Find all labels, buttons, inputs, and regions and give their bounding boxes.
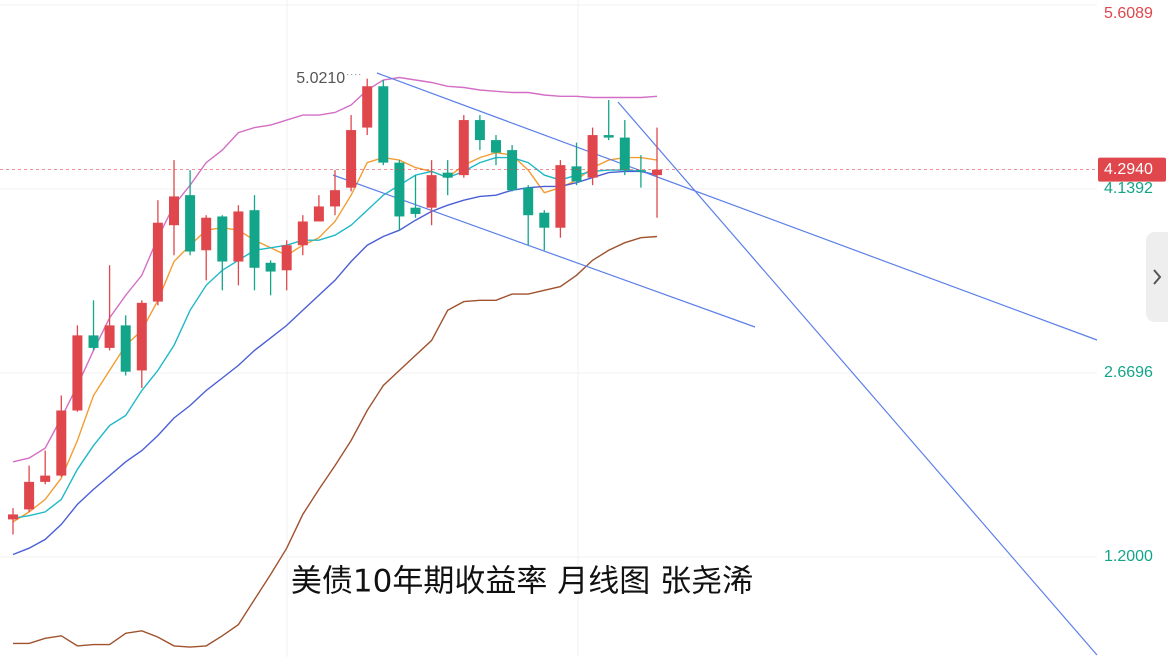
last-price-label: 4.2940 (1104, 161, 1153, 178)
candle-body (539, 212, 550, 228)
candle-body (56, 410, 67, 476)
chart-title: 美债10年期收益率 月线图 张尧浠 (291, 564, 753, 600)
candle-body (88, 335, 99, 348)
candle-body (555, 165, 566, 228)
candle-body (281, 245, 292, 271)
grid (0, 0, 1097, 657)
candle-body (346, 130, 357, 188)
candle-body (362, 86, 373, 128)
candle-body (458, 120, 469, 176)
candle-body (394, 162, 405, 217)
candle-body (72, 335, 83, 411)
candle-body (410, 207, 421, 214)
candle-body (571, 166, 582, 182)
candle-body (474, 120, 485, 141)
candle-body (330, 190, 340, 207)
labels: 5.6089 4.1392 2.6696 1.2000 4.2940 5.0210 (0, 5, 1166, 565)
candle-body (378, 86, 389, 163)
last-price-box (1098, 157, 1166, 182)
candle-body (491, 140, 501, 153)
candle-body (313, 206, 324, 222)
y-tick-label: 5.6089 (1104, 5, 1153, 22)
candle-body (619, 137, 630, 171)
candle-body (587, 135, 598, 178)
candle-body (635, 170, 646, 172)
candle-body (24, 481, 35, 510)
annotation: 5.0210 (296, 70, 345, 87)
candle-body (40, 475, 51, 482)
candle-body (169, 196, 179, 226)
candle-body (507, 150, 518, 191)
candle-body (249, 210, 260, 268)
candle-body (603, 135, 614, 138)
candle-body (233, 211, 244, 262)
indicator-lines (12, 76, 658, 648)
candle-body (297, 221, 308, 246)
candles (8, 78, 662, 535)
y-tick-label: 2.6696 (1104, 364, 1153, 381)
candle-body (201, 217, 212, 251)
trend-line (617, 101, 1098, 656)
indicator-line (12, 170, 658, 556)
candle-body (104, 325, 115, 348)
y-tick-label: 4.1392 (1104, 180, 1153, 197)
candle-body (652, 169, 662, 176)
collapse-icon[interactable] (1153, 269, 1162, 285)
candle-body (120, 325, 131, 372)
candle-body (217, 216, 228, 262)
candle-body (8, 514, 18, 520)
collapse-button[interactable] (1146, 232, 1168, 322)
indicator-line (12, 76, 658, 463)
candle-body (523, 187, 534, 216)
indicator-line (13, 235, 658, 648)
candle-body (265, 262, 276, 272)
collapse-button-bg[interactable] (1146, 232, 1168, 322)
candle-body (442, 172, 453, 178)
y-tick-label: 1.2000 (1104, 548, 1153, 565)
candle-body (426, 175, 437, 208)
indicator-line (12, 151, 658, 523)
candle-body (185, 195, 196, 252)
candle-body (136, 302, 147, 371)
trend-line (376, 72, 1098, 341)
candle-body (152, 222, 163, 302)
indicator-line (12, 156, 658, 519)
